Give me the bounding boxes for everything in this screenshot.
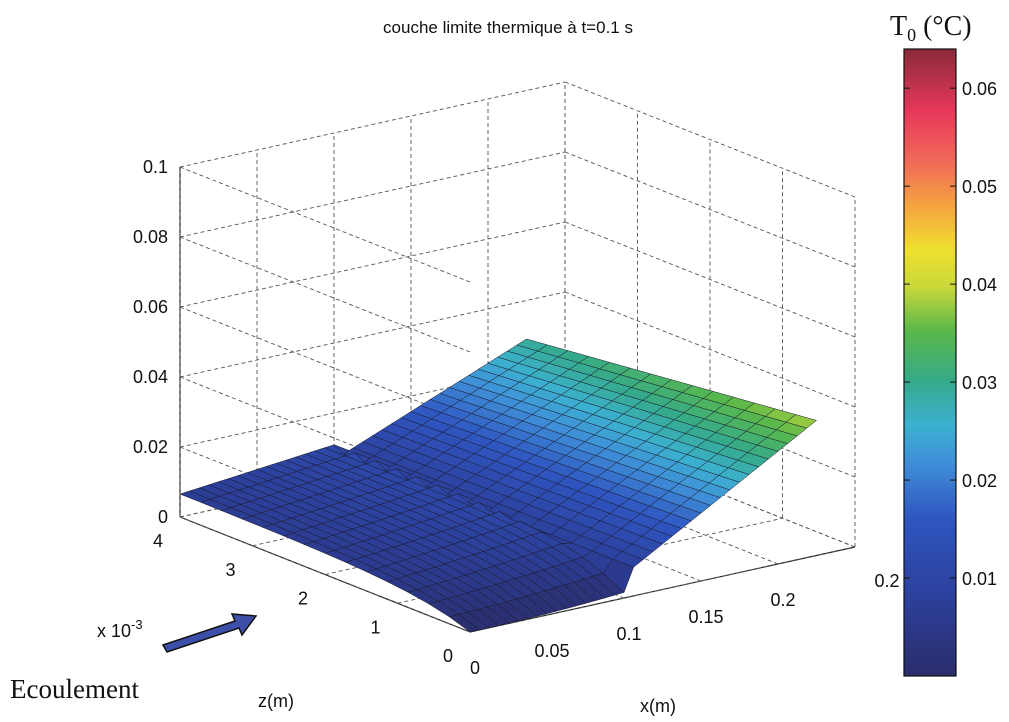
colorbar-tick-label: 0.05	[962, 177, 997, 197]
grid-line	[564, 221, 856, 338]
z-tick-label: 0.1	[143, 157, 168, 177]
x-tick-label: 0.15	[688, 607, 723, 627]
grid-line	[179, 166, 471, 283]
x-tick-label: 0.1	[616, 624, 641, 644]
grid-line	[179, 516, 471, 633]
z-tick-label: 0.04	[133, 367, 168, 387]
x-tick-label: 0.05	[534, 641, 569, 661]
grid-line	[179, 291, 566, 378]
x-tick-label: 0	[470, 658, 480, 678]
colorbar-tick-label: 0.02	[962, 471, 997, 491]
grid-line	[179, 221, 566, 308]
x-axis-label: x(m)	[640, 696, 676, 716]
y-axis-label: z(m)	[258, 691, 294, 711]
z-tick-label: 0	[158, 507, 168, 527]
grid-line	[179, 236, 471, 353]
colorbar-tick-label: 0.03	[962, 373, 997, 393]
x-tick-label: 0.2	[770, 590, 795, 610]
z-tick-label: 0.06	[133, 297, 168, 317]
grid-line	[564, 81, 856, 198]
tick-labels: 0 0.02 0.04 0.06 0.08 0.1 0 0.05 0.1 0.15 0.2 0 1 2 3 4…	[133, 157, 900, 678]
colorbar-tick-label: 0.06	[962, 79, 997, 99]
z-tick-label: 0.02	[133, 437, 168, 457]
grid-line	[469, 546, 856, 633]
grid-line	[179, 361, 566, 448]
grid-line	[179, 81, 566, 168]
grid-line	[564, 151, 856, 268]
chart-title: couche limite thermique à t=0.1 s	[383, 18, 633, 37]
surface-patch	[785, 414, 818, 429]
y-tick-label: 3	[225, 560, 235, 580]
colorbar-tick-label: 0.04	[962, 275, 997, 295]
colorbar-ticks: 0.01 0.02 0.03 0.04 0.05 0.06	[904, 79, 997, 589]
y-tick-label: 4	[153, 531, 163, 551]
y-tick-label: 1	[370, 617, 380, 637]
temperature-surface	[179, 338, 818, 633]
colorbar-tick-label: 0.01	[962, 569, 997, 589]
flow-arrow-icon	[161, 613, 258, 653]
flow-annotation: Ecoulement	[10, 674, 139, 704]
y-tick-label: 2	[298, 589, 308, 609]
z-tick-label: 0.08	[133, 227, 168, 247]
grid-line	[179, 151, 566, 238]
grid-line	[179, 306, 471, 423]
colorbar-label: T0 (°C)	[890, 11, 972, 45]
colorbar	[903, 48, 957, 677]
x-tick-label: 0.2	[874, 571, 899, 591]
y-axis-multiplier: x 10-3	[97, 617, 143, 641]
y-tick-label: 0	[443, 646, 453, 666]
grid-line	[564, 291, 856, 408]
